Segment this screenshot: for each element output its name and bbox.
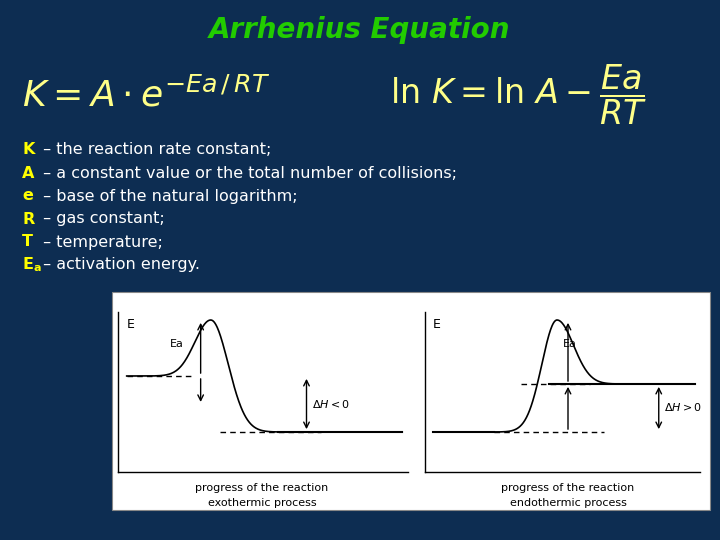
- Text: – base of the natural logarithm;: – base of the natural logarithm;: [38, 188, 297, 204]
- Text: T: T: [22, 234, 33, 249]
- Text: – temperature;: – temperature;: [38, 234, 163, 249]
- Text: $\ln\,K = \ln\,A - \dfrac{Ea}{RT}$: $\ln\,K = \ln\,A - \dfrac{Ea}{RT}$: [390, 63, 647, 127]
- Text: A: A: [22, 165, 35, 180]
- Text: – activation energy.: – activation energy.: [38, 258, 200, 273]
- Text: $\Delta H>0$: $\Delta H>0$: [665, 401, 702, 413]
- Bar: [112, 292, 710, 510]
- Text: – the reaction rate constant;: – the reaction rate constant;: [38, 143, 271, 158]
- Text: – a constant value or the total number of collisions;: – a constant value or the total number o…: [38, 165, 457, 180]
- Text: exothermic process: exothermic process: [207, 498, 316, 508]
- Text: progress of the reaction: progress of the reaction: [195, 483, 328, 493]
- Text: progress of the reaction: progress of the reaction: [501, 483, 634, 493]
- Text: Ea: Ea: [170, 339, 184, 349]
- Text: Arrhenius Equation: Arrhenius Equation: [210, 16, 510, 44]
- Text: $K = A \cdot e^{-Ea\,/\,RT}$: $K = A \cdot e^{-Ea\,/\,RT}$: [22, 77, 270, 113]
- Text: e: e: [22, 188, 33, 204]
- Text: E: E: [433, 319, 441, 332]
- Text: $\Delta H<0$: $\Delta H<0$: [312, 398, 350, 410]
- Text: K: K: [22, 143, 35, 158]
- Text: R: R: [22, 212, 35, 226]
- Text: endothermic process: endothermic process: [510, 498, 626, 508]
- Text: $\mathbf{E_a}$: $\mathbf{E_a}$: [22, 255, 42, 274]
- Text: Ea: Ea: [562, 339, 577, 349]
- Text: – gas constant;: – gas constant;: [38, 212, 165, 226]
- Text: E: E: [127, 319, 135, 332]
